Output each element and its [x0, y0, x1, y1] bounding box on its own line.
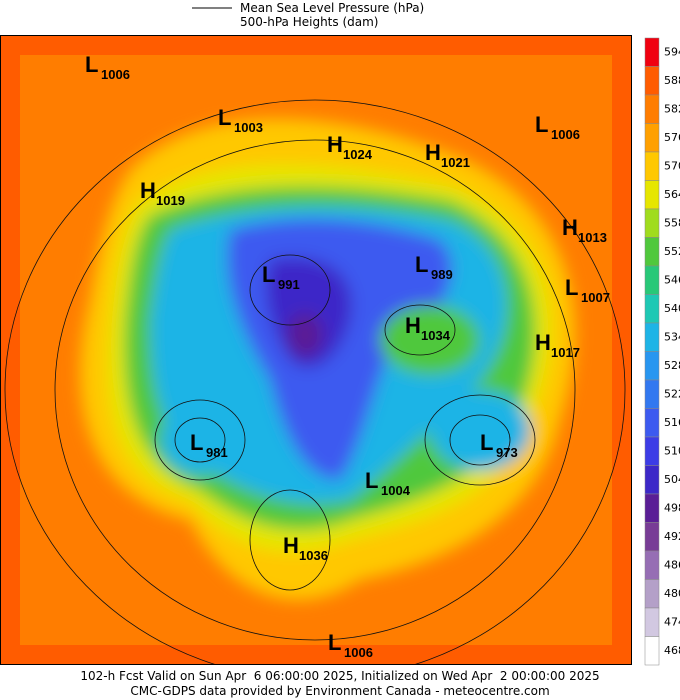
footer-text: 102-h Fcst Valid on Sun Apr 6 06:00:00 2… — [80, 669, 599, 683]
colorbar-cell — [644, 351, 660, 381]
colorbar-label: 546 — [664, 273, 680, 286]
center-letter: H — [425, 140, 441, 165]
colorbar-cell — [644, 379, 660, 409]
colorbar-label: 510 — [664, 444, 680, 457]
colorbar-label: 474 — [664, 615, 680, 628]
colorbar-cell — [644, 237, 660, 267]
colorbar-label: 594 — [664, 45, 680, 58]
center-letter: H — [283, 533, 299, 558]
center-letter: L — [415, 252, 428, 277]
center-pressure: 1004 — [381, 483, 411, 498]
colorbar-cell — [644, 180, 660, 210]
colorbar-cell — [644, 522, 660, 552]
colorbar-cell — [644, 208, 660, 238]
legend-label: 500-hPa Heights (dam) — [240, 15, 378, 29]
center-letter: H — [535, 330, 551, 355]
center-pressure: 989 — [431, 267, 453, 282]
colorbar-label: 528 — [664, 359, 680, 372]
colorbar-label: 582 — [664, 102, 680, 115]
colorbar-label: 468 — [664, 644, 680, 657]
colorbar-cell — [644, 636, 660, 666]
center-letter: H — [562, 215, 578, 240]
map-frame — [0, 35, 632, 665]
center-pressure: 1006 — [344, 645, 373, 660]
center-letter: L — [262, 262, 275, 287]
center-pressure: 1006 — [101, 67, 130, 82]
center-pressure: 981 — [206, 445, 228, 460]
colorbar-cell — [644, 408, 660, 438]
colorbar-label: 480 — [664, 587, 680, 600]
center-letter: H — [327, 132, 343, 157]
colorbar-label: 564 — [664, 188, 680, 201]
colorbar-label: 552 — [664, 245, 680, 258]
colorbar-label: 540 — [664, 302, 680, 315]
colorbar-cell — [644, 550, 660, 580]
colorbar-label: 534 — [664, 330, 680, 343]
colorbar-cell — [644, 579, 660, 609]
center-letter: L — [85, 52, 98, 77]
center-letter: L — [190, 430, 203, 455]
colorbar-label: 492 — [664, 530, 680, 543]
colorbar-label: 522 — [664, 387, 680, 400]
colorbar-cell — [644, 265, 660, 295]
colorbar-label: 570 — [664, 159, 680, 172]
colorbar-cell — [644, 66, 660, 96]
center-letter: L — [218, 105, 231, 130]
footer-text: CMC-GDPS data provided by Environment Ca… — [130, 684, 549, 698]
colorbar-cell — [644, 151, 660, 181]
colorbar-label: 558 — [664, 216, 680, 229]
colorbar-cell — [644, 493, 660, 523]
center-pressure: 973 — [496, 445, 518, 460]
colorbar-label: 516 — [664, 416, 680, 429]
center-letter: L — [565, 275, 578, 300]
center-pressure: 1034 — [421, 328, 451, 343]
center-pressure: 991 — [278, 277, 300, 292]
colorbar-cell — [644, 465, 660, 495]
center-pressure: 1036 — [299, 548, 328, 563]
center-letter: L — [328, 630, 341, 655]
colorbar-cell — [644, 94, 660, 124]
legend-label: Mean Sea Level Pressure (hPa) — [240, 1, 424, 15]
center-pressure: 1019 — [156, 193, 185, 208]
center-pressure: 1006 — [551, 127, 580, 142]
colorbar-label: 504 — [664, 473, 680, 486]
colorbar-cell — [644, 123, 660, 153]
colorbar-label: 486 — [664, 558, 680, 571]
center-pressure: 1017 — [551, 345, 580, 360]
colorbar-label: 498 — [664, 501, 680, 514]
center-pressure: 1007 — [581, 290, 610, 305]
colorbar-cell — [644, 37, 660, 67]
center-letter: L — [365, 468, 378, 493]
center-letter: H — [405, 313, 421, 338]
colorbar-cell — [644, 294, 660, 324]
colorbar: 594 588 582 576 570 564 558 552 546 540 534 528 522 5… — [644, 37, 680, 666]
center-letter: L — [535, 112, 548, 137]
center-pressure: 1003 — [234, 120, 263, 135]
center-letter: H — [140, 178, 156, 203]
colorbar-label: 576 — [664, 131, 680, 144]
colorbar-cell — [644, 607, 660, 637]
center-letter: L — [480, 430, 493, 455]
colorbar-cell — [644, 322, 660, 352]
center-pressure: 1024 — [343, 147, 373, 162]
isobars — [4, 99, 626, 665]
colorbar-label: 588 — [664, 74, 680, 87]
center-pressure: 1021 — [441, 155, 470, 170]
center-pressure: 1013 — [578, 230, 607, 245]
colorbar-cell — [644, 436, 660, 466]
